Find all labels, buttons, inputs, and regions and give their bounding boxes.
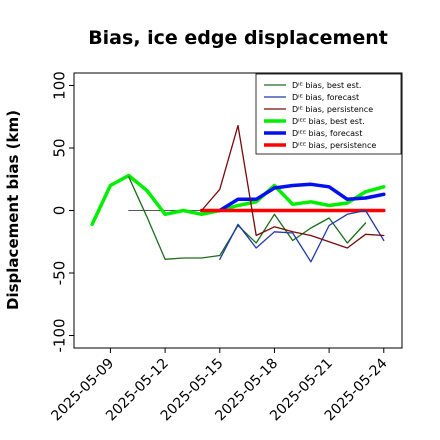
series-line-0 (128, 176, 367, 260)
legend-box (255, 73, 402, 155)
legend-label-5: Dᴵᴱᴱ bias, persistence (292, 141, 376, 150)
y-tick-label-2: 0 (51, 206, 69, 216)
y-tick-label-3: 50 (51, 138, 69, 157)
legend-label-1: Dᴵᴱ bias, forecast (292, 93, 359, 102)
legend-label-0: Dᴵᴱ bias, best est. (292, 81, 361, 90)
series-line-1 (219, 209, 385, 263)
series-line-4 (218, 182, 386, 213)
y-tick-label-4: 100 (51, 71, 69, 100)
y-tick-label-1: -50 (51, 261, 69, 286)
series-line-3 (90, 173, 386, 227)
legend-label-4: Dᴵᴱᴱ bias, forecast (292, 129, 362, 138)
plot-area (90, 124, 386, 263)
chart-title: Bias, ice edge displacement (88, 27, 388, 49)
legend-label-2: Dᴵᴱ bias, persistence (292, 105, 373, 114)
legend-label-3: Dᴵᴱᴱ bias, best est. (292, 117, 365, 126)
y-axis-label: Displacement bias (km) (4, 110, 22, 310)
series-line-2 (200, 124, 385, 249)
y-tick-label-0: -100 (51, 318, 69, 352)
legend: Dᴵᴱ bias, best est. Dᴵᴱ bias, forecast Dᴵᴱ… (255, 73, 402, 155)
